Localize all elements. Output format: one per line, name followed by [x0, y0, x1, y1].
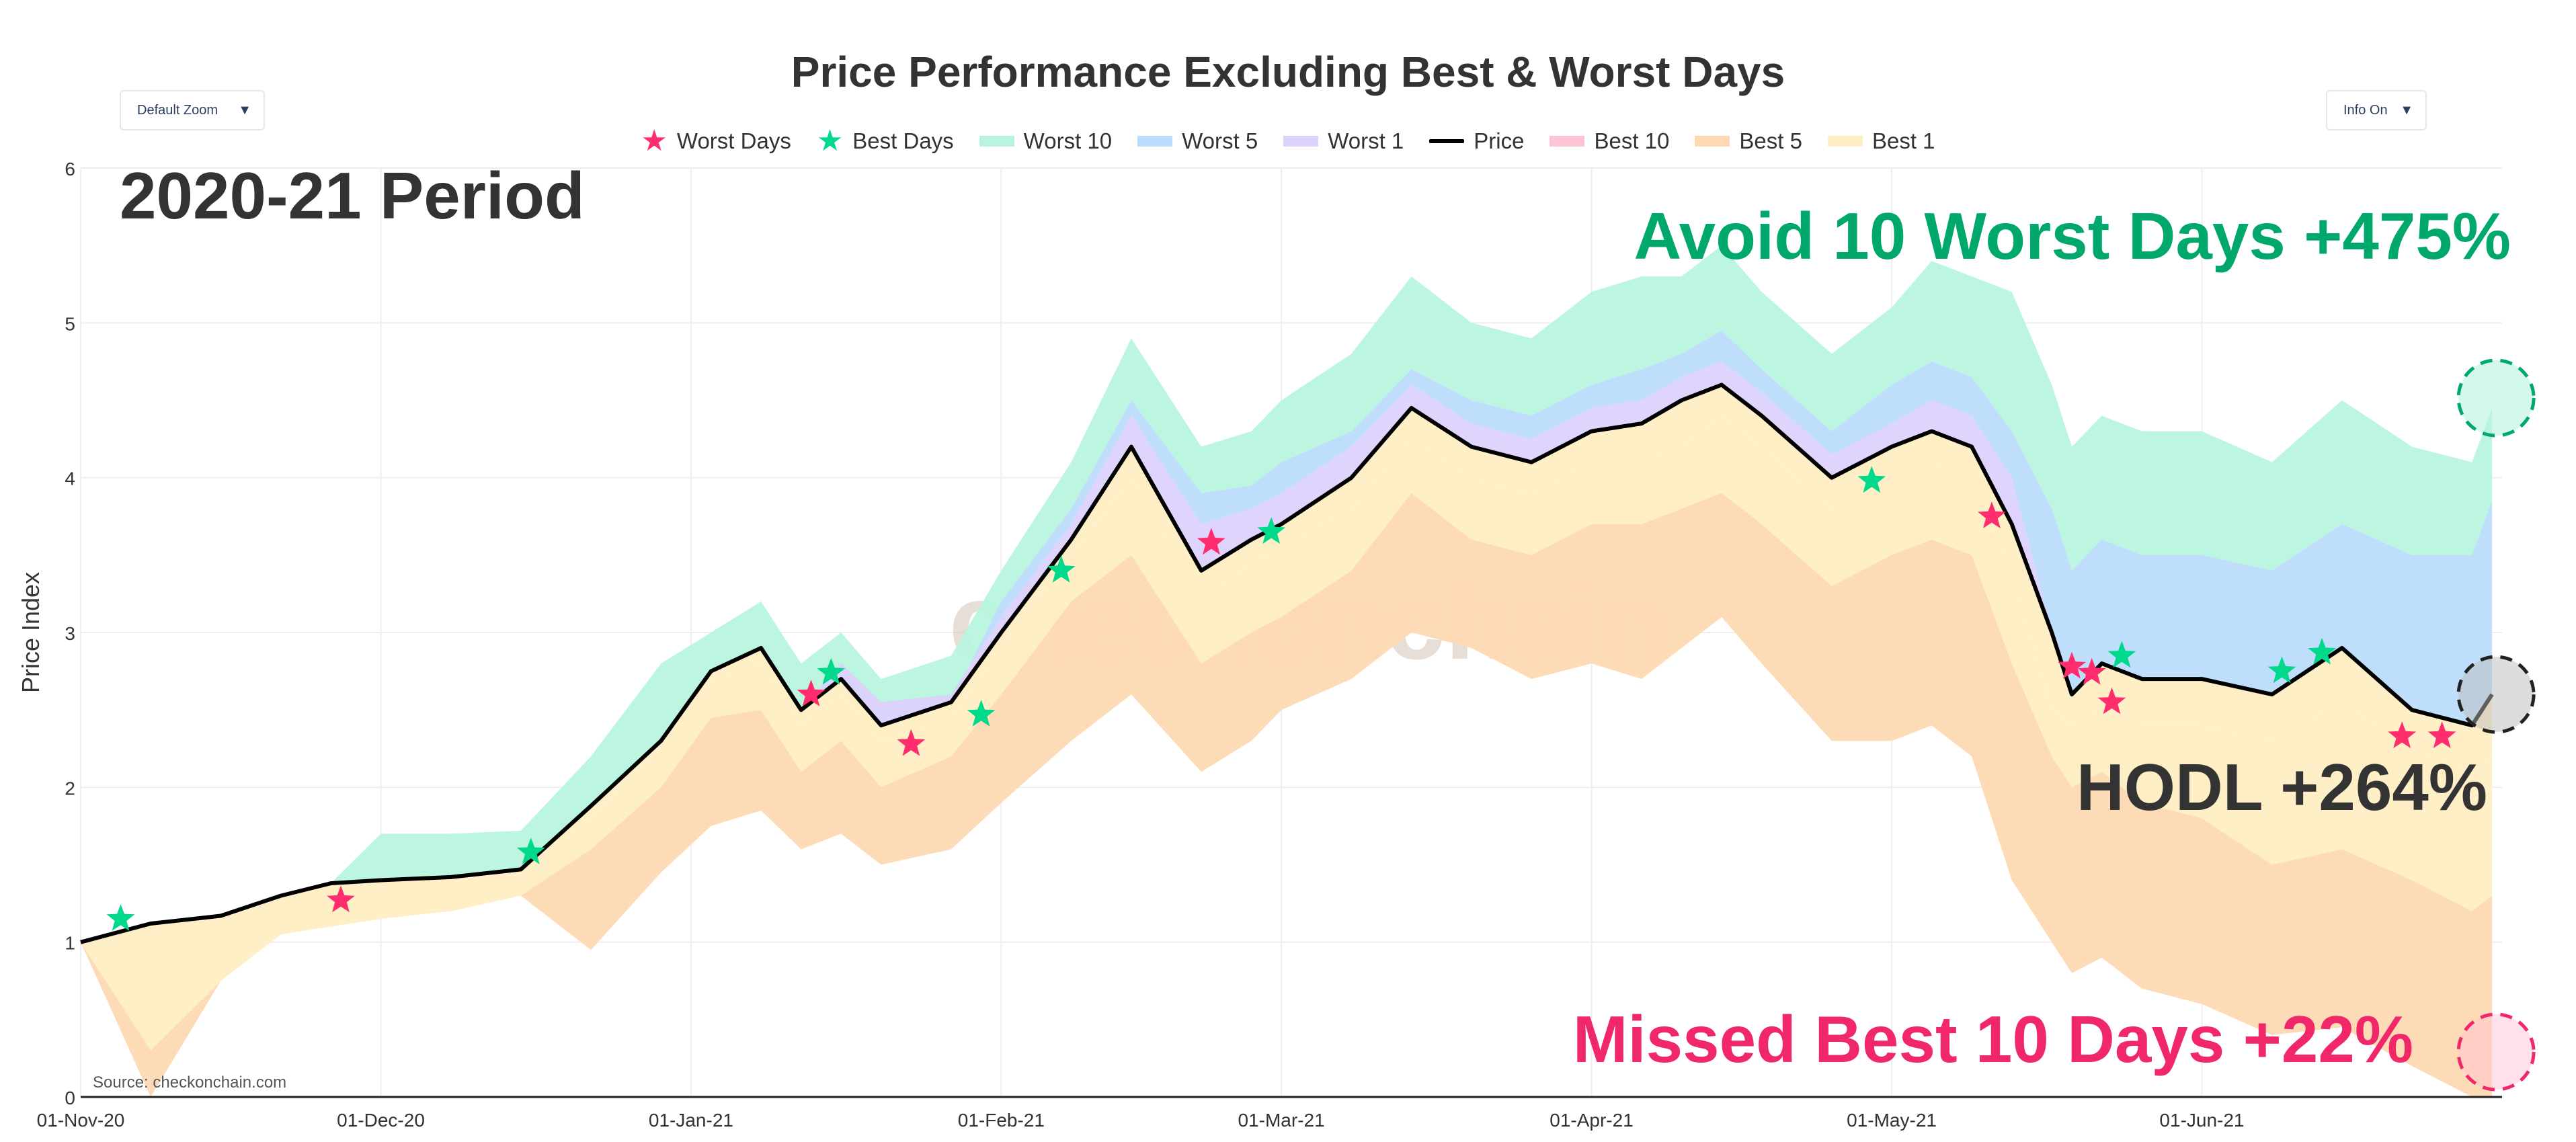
axis-layer: 0 1 2 3 4 5 6 01-Nov-20 01-Dec-20 01-Jan-21 01-Feb…: [17, 159, 2502, 1131]
best-day-marker: [1257, 517, 1286, 544]
y-tick-label: 4: [65, 468, 75, 489]
star-icon: ★: [641, 124, 668, 157]
worst-day-marker: [2077, 657, 2106, 685]
legend-label: Best Days: [852, 128, 954, 153]
best-day-marker: [817, 657, 846, 685]
area-swatch: [1695, 136, 1730, 147]
legend-item-worst-10[interactable]: Worst 10: [979, 128, 1112, 154]
y-tick-label: 5: [65, 313, 75, 334]
legend-item-worst-5[interactable]: Worst 5: [1137, 128, 1258, 154]
end-circle-layer: [2456, 358, 2536, 1092]
legend-label: Worst 5: [1182, 128, 1258, 153]
x-tick-label: 01-Nov-20: [37, 1110, 125, 1131]
line-swatch: [1429, 139, 1465, 143]
legend-item-best-1[interactable]: Best 1: [1827, 128, 1935, 154]
best-day-marker: [2107, 641, 2136, 668]
worst-day-marker: [1978, 501, 2006, 528]
legend-label: Worst 10: [1023, 128, 1113, 153]
chevron-down-icon: ▼: [2400, 102, 2413, 118]
best-day-marker: [2308, 637, 2336, 665]
legend-label: Best 5: [1739, 128, 1802, 153]
best-day-marker: [2267, 656, 2296, 684]
x-tick-label: 01-Feb-21: [958, 1110, 1045, 1131]
worst-day-marker: [2097, 687, 2126, 715]
legend-item-worst-1[interactable]: Worst 1: [1283, 128, 1404, 154]
worst-day-marker: [897, 729, 926, 756]
area-swatch: [1549, 136, 1585, 147]
y-axis-label: Price Index: [17, 572, 44, 693]
worst-day-marker: [2058, 651, 2086, 679]
x-tick-label: 01-Dec-20: [337, 1110, 425, 1131]
x-tick-label: 01-Jan-21: [649, 1110, 733, 1131]
star-icon: ★: [816, 124, 844, 157]
legend-label: Best 1: [1871, 128, 1935, 153]
avoid-worst-annotation: Avoid 10 Worst Days +475%: [1634, 199, 2511, 273]
worst-day-marker: [327, 885, 355, 913]
worst-day-marker: [2427, 721, 2456, 749]
y-tick-label: 0: [65, 1088, 75, 1108]
area-swatch: [979, 136, 1014, 147]
best-day-marker: [106, 904, 135, 931]
legend-item-best-5[interactable]: Best 5: [1695, 128, 1802, 154]
chart-legend: ★ Worst Days ★ Best Days Worst 10 Worst 5 Wors…: [0, 124, 2576, 157]
legend-item-price[interactable]: Price: [1429, 128, 1524, 154]
x-tick-label: 01-Jun-21: [2159, 1110, 2244, 1131]
legend-item-best-days[interactable]: ★ Best Days: [816, 124, 954, 157]
best-day-marker: [1857, 466, 1886, 493]
best-day-marker: [516, 838, 545, 864]
worst-day-marker: [797, 680, 826, 706]
legend-label: Worst Days: [676, 128, 791, 153]
zoom-dropdown-value: Default Zoom: [137, 102, 218, 118]
best-day-marker: [1047, 555, 1076, 583]
legend-label: Price: [1474, 128, 1525, 153]
hodl-end-circle: [2456, 655, 2536, 734]
y-tick-label: 3: [65, 623, 75, 644]
x-tick-label: 01-May-21: [1847, 1110, 1937, 1131]
y-tick-label: 1: [65, 933, 75, 954]
missed-best-annotation: Missed Best 10 Days +22%: [1573, 1002, 2413, 1076]
legend-label: Worst 1: [1328, 128, 1404, 153]
legend-item-worst-days[interactable]: ★ Worst Days: [641, 124, 791, 157]
best-end-circle: [2456, 1012, 2536, 1092]
period-label: 2020-21 Period: [120, 159, 585, 233]
hodl-annotation: HODL +264%: [2077, 750, 2487, 824]
area-best-10: [81, 493, 2493, 1097]
legend-item-best-10[interactable]: Best 10: [1549, 128, 1669, 154]
area-layer: [81, 245, 2493, 1097]
x-tick-label: 01-Mar-21: [1238, 1110, 1325, 1131]
zoom-dropdown[interactable]: Default Zoom ▼: [120, 90, 265, 130]
worst-end-circle: [2456, 358, 2536, 438]
x-tick-label: 01-Apr-21: [1549, 1110, 1634, 1131]
chevron-down-icon: ▼: [238, 102, 251, 118]
worst-day-marker: [2388, 721, 2417, 749]
info-dropdown[interactable]: Info On ▼: [2326, 90, 2427, 130]
y-tick-label: 6: [65, 159, 75, 179]
area-swatch: [1283, 136, 1319, 147]
legend-label: Best 10: [1594, 128, 1670, 153]
best-day-marker: [967, 700, 996, 727]
chart-title: Price Performance Excluding Best & Worst…: [791, 48, 1785, 96]
y-tick-label: 2: [65, 778, 75, 799]
worst-day-marker: [1197, 528, 1225, 555]
marker-layer: [106, 466, 2456, 931]
area-swatch: [1827, 136, 1863, 147]
source-label: Source: checkonchain.com: [93, 1073, 286, 1092]
info-dropdown-value: Info On: [2343, 102, 2388, 118]
area-swatch: [1137, 136, 1173, 147]
